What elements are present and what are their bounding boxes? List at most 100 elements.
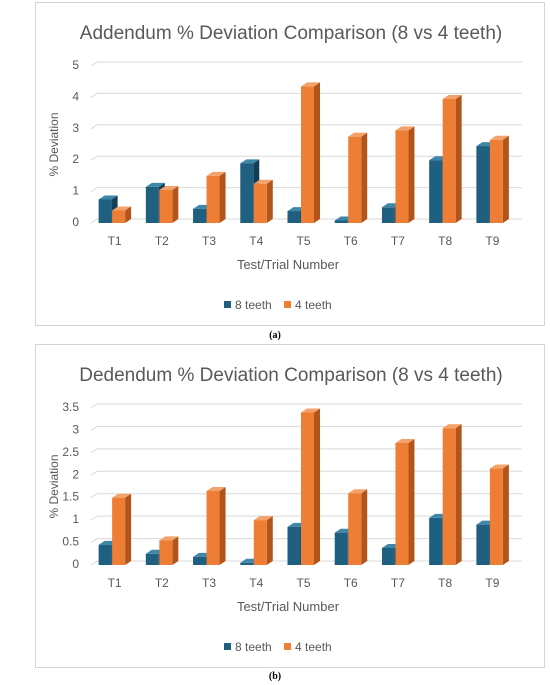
bar-top — [301, 408, 320, 413]
x-axis-label: Test/Trial Number — [237, 257, 340, 272]
y-tick-label: 0.5 — [62, 535, 79, 549]
bar-front — [240, 163, 254, 223]
bar — [395, 438, 415, 565]
figure-caption-a: (a) — [269, 330, 281, 341]
bar-side — [361, 489, 368, 565]
y-tick-label: 2.5 — [62, 445, 79, 459]
bar-front — [334, 532, 348, 565]
bar-side — [502, 464, 509, 565]
x-tick-label: T8 — [438, 576, 452, 590]
bar-top — [159, 186, 179, 191]
bar-front — [253, 520, 267, 565]
bar-side — [361, 132, 368, 223]
legend-swatch — [284, 301, 291, 308]
bar — [159, 186, 179, 223]
bar-top — [240, 159, 260, 164]
gridline — [90, 403, 522, 409]
y-tick-label: 1.5 — [62, 490, 79, 504]
bar-top — [206, 171, 226, 176]
bar-side — [172, 186, 179, 223]
bar-top — [395, 126, 415, 131]
bar-front — [348, 136, 362, 223]
bar — [159, 536, 179, 565]
gridline — [90, 448, 522, 454]
gridline — [90, 92, 522, 98]
bar-front — [381, 547, 395, 565]
bar-top — [98, 195, 118, 200]
bar-front — [253, 183, 267, 223]
bar-front — [98, 199, 112, 223]
legend-item: 4 teeth — [284, 298, 332, 312]
x-tick-label: T5 — [296, 234, 310, 248]
y-tick-label: 1 — [72, 184, 79, 198]
bar-front — [429, 160, 443, 223]
bar-front — [206, 175, 220, 223]
y-tick-label: 4 — [72, 89, 79, 103]
y-tick-label: 2 — [72, 467, 79, 481]
legend-item: 4 teeth — [284, 640, 332, 654]
y-tick-label: 3 — [72, 422, 79, 436]
bar-top — [489, 135, 509, 140]
bar-side — [502, 135, 509, 223]
y-axis-label: % Deviation — [47, 112, 61, 176]
bar-front — [240, 562, 254, 565]
x-tick-label: T5 — [296, 576, 310, 590]
chart-title: Dedendum % Deviation Comparison (8 vs 4 … — [79, 365, 502, 386]
x-tick-label: T4 — [249, 576, 263, 590]
x-tick-label: T8 — [438, 234, 452, 248]
bar-front — [301, 412, 314, 565]
bar-side — [408, 438, 415, 565]
gridline — [90, 515, 522, 521]
bar-front — [193, 208, 207, 223]
bar-front — [193, 556, 207, 565]
bar-side — [455, 424, 462, 565]
bar-front — [429, 517, 443, 565]
bar — [489, 135, 509, 223]
bar-top — [112, 493, 132, 498]
bar — [253, 516, 273, 565]
gridline — [90, 187, 522, 193]
bar-front — [159, 190, 173, 223]
bar-top — [348, 489, 368, 494]
x-tick-label: T2 — [155, 576, 169, 590]
bar-top — [206, 486, 226, 491]
bar-front — [395, 130, 409, 223]
bar-front — [381, 207, 395, 223]
y-tick-label: 3.5 — [62, 400, 79, 414]
y-tick-label: 5 — [72, 58, 79, 72]
bar — [206, 486, 226, 565]
bar-front — [334, 220, 348, 223]
bar-front — [287, 211, 301, 223]
bar-side — [125, 493, 132, 565]
x-tick-label: T1 — [108, 234, 122, 248]
bar — [395, 126, 415, 223]
bar-side — [455, 94, 462, 223]
x-tick-label: T2 — [155, 234, 169, 248]
bar — [112, 206, 132, 223]
bar — [301, 82, 320, 223]
y-axis-label: % Deviation — [47, 454, 61, 518]
bar-front — [112, 497, 126, 565]
x-tick-label: T1 — [108, 576, 122, 590]
x-tick-label: T9 — [485, 576, 499, 590]
bar-top — [253, 516, 273, 521]
gridline — [90, 560, 522, 566]
bar — [253, 179, 273, 223]
bar-front — [476, 524, 490, 565]
y-tick-label: 2 — [72, 152, 79, 166]
bar-front — [301, 86, 314, 223]
bar — [348, 489, 368, 565]
bar — [112, 493, 132, 565]
gridline — [90, 538, 522, 543]
bar-front — [489, 139, 503, 223]
chart-panel-dedendum: Dedendum % Deviation Comparison (8 vs 4 … — [35, 344, 545, 668]
bar-top — [145, 182, 165, 187]
y-tick-label: 0 — [72, 557, 79, 571]
bar-top — [442, 94, 462, 99]
bar — [442, 94, 462, 223]
bar-front — [442, 428, 456, 565]
legend-label: 8 teeth — [235, 640, 272, 654]
y-tick-label: 3 — [72, 121, 79, 135]
chart-title: Addendum % Deviation Comparison (8 vs 4 … — [80, 23, 502, 44]
gridline — [90, 470, 522, 476]
